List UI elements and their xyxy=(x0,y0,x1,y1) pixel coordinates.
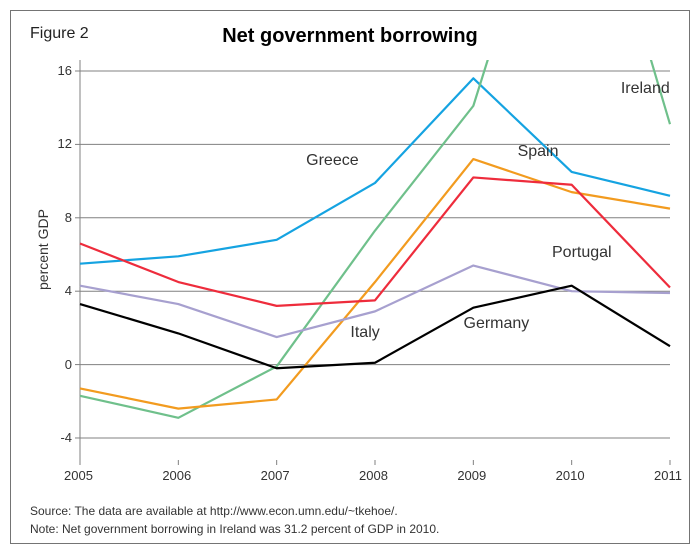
series-label: Portugal xyxy=(552,244,612,262)
series-label: Spain xyxy=(518,143,559,161)
x-tick-label: 2011 xyxy=(654,468,682,483)
y-tick-label: 8 xyxy=(65,210,72,225)
y-tick-label: 12 xyxy=(58,136,72,151)
x-tick-label: 2005 xyxy=(64,468,93,483)
x-tick-label: 2008 xyxy=(359,468,388,483)
y-tick-label: 16 xyxy=(58,63,72,78)
chart-title: Net government borrowing xyxy=(0,25,700,48)
x-tick-label: 2006 xyxy=(162,468,191,483)
series-line xyxy=(80,0,670,418)
x-tick-label: 2010 xyxy=(556,468,585,483)
series-label: Ireland xyxy=(621,80,670,98)
x-tick-label: 2009 xyxy=(457,468,486,483)
series-label: Germany xyxy=(464,315,530,333)
y-tick-label: -4 xyxy=(60,430,72,445)
y-tick-label: 0 xyxy=(65,357,72,372)
y-tick-label: 4 xyxy=(65,283,72,298)
series-line xyxy=(80,78,670,263)
note-text: Note: Net government borrowing in Irelan… xyxy=(30,522,439,536)
y-axis-label: percent GDP xyxy=(35,209,51,290)
source-text: Source: The data are available at http:/… xyxy=(30,504,398,518)
x-tick-label: 2007 xyxy=(261,468,290,483)
series-label: Greece xyxy=(306,152,358,170)
series-line xyxy=(80,177,670,305)
figure-canvas: Figure 2 Net government borrowing percen… xyxy=(0,0,700,554)
series-label: Italy xyxy=(350,324,379,342)
